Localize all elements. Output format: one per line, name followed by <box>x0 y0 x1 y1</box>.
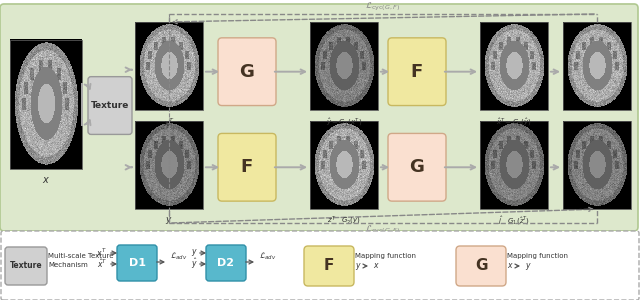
Bar <box>135 22 203 110</box>
Bar <box>563 122 631 209</box>
Text: $\hat{y}=G_1(x^T)$: $\hat{y}=G_1(x^T)$ <box>326 116 362 129</box>
Text: Mapping function: Mapping function <box>507 253 568 259</box>
Text: F: F <box>324 259 334 274</box>
Bar <box>563 22 631 110</box>
FancyBboxPatch shape <box>388 134 446 201</box>
Bar <box>10 40 82 169</box>
Text: $\hat{j} \quad G_1(\hat{z}^T)$: $\hat{j} \quad G_1(\hat{z}^T)$ <box>498 215 530 227</box>
Text: $\hat{x}^T$: $\hat{x}^T$ <box>97 258 107 270</box>
Text: $\hat{y}$: $\hat{y}$ <box>191 257 198 271</box>
Text: D2: D2 <box>218 258 234 268</box>
Text: $x$: $x$ <box>42 175 50 185</box>
FancyBboxPatch shape <box>304 246 354 286</box>
Text: F: F <box>411 63 423 81</box>
Text: $\mathcal{L}_{adv}$: $\mathcal{L}_{adv}$ <box>259 250 276 262</box>
Text: D1: D1 <box>129 258 145 268</box>
FancyBboxPatch shape <box>88 77 132 134</box>
Text: G: G <box>410 158 424 176</box>
FancyBboxPatch shape <box>388 38 446 106</box>
Text: $y$: $y$ <box>525 260 532 272</box>
FancyBboxPatch shape <box>5 247 47 285</box>
FancyBboxPatch shape <box>218 38 276 106</box>
Text: Mechanism: Mechanism <box>48 262 88 268</box>
Text: $x^{T}$: $x^{T}$ <box>163 116 175 129</box>
Bar <box>310 122 378 209</box>
Text: F: F <box>241 158 253 176</box>
Text: G: G <box>239 63 255 81</box>
Text: $x^T$: $x^T$ <box>96 247 107 259</box>
Text: $\mathcal{L}_{\mathrm{cyc}(G,F)}$: $\mathcal{L}_{\mathrm{cyc}(G,F)}$ <box>365 224 401 236</box>
Text: Multi-scale Texture: Multi-scale Texture <box>48 253 113 259</box>
FancyBboxPatch shape <box>117 245 157 281</box>
Bar <box>480 122 548 209</box>
FancyBboxPatch shape <box>218 134 276 201</box>
Text: $x$: $x$ <box>373 262 380 271</box>
Text: $y$: $y$ <box>191 248 198 259</box>
Bar <box>310 22 378 110</box>
Text: $\mathcal{L}_{\mathrm{cyc}(G,F)}$: $\mathcal{L}_{\mathrm{cyc}(G,F)}$ <box>365 1 401 13</box>
Text: Texture: Texture <box>10 262 42 271</box>
FancyBboxPatch shape <box>206 245 246 281</box>
Text: G: G <box>475 259 487 274</box>
Text: $z^T \quad G_2(y)$: $z^T \quad G_2(y)$ <box>327 215 361 227</box>
FancyBboxPatch shape <box>0 4 638 231</box>
Bar <box>480 22 548 110</box>
Text: Texture: Texture <box>91 101 129 110</box>
Text: $y$: $y$ <box>355 260 362 272</box>
Text: Mapping function: Mapping function <box>355 253 416 259</box>
Text: $\mathcal{L}_{adv}$: $\mathcal{L}_{adv}$ <box>170 250 188 262</box>
FancyBboxPatch shape <box>456 246 506 286</box>
Text: $y$: $y$ <box>165 215 173 226</box>
Text: $\hat{x}^T=G_2(\hat{y})$: $\hat{x}^T=G_2(\hat{y})$ <box>496 116 532 129</box>
Text: $x$: $x$ <box>507 262 514 271</box>
Bar <box>135 122 203 209</box>
FancyBboxPatch shape <box>1 231 639 300</box>
